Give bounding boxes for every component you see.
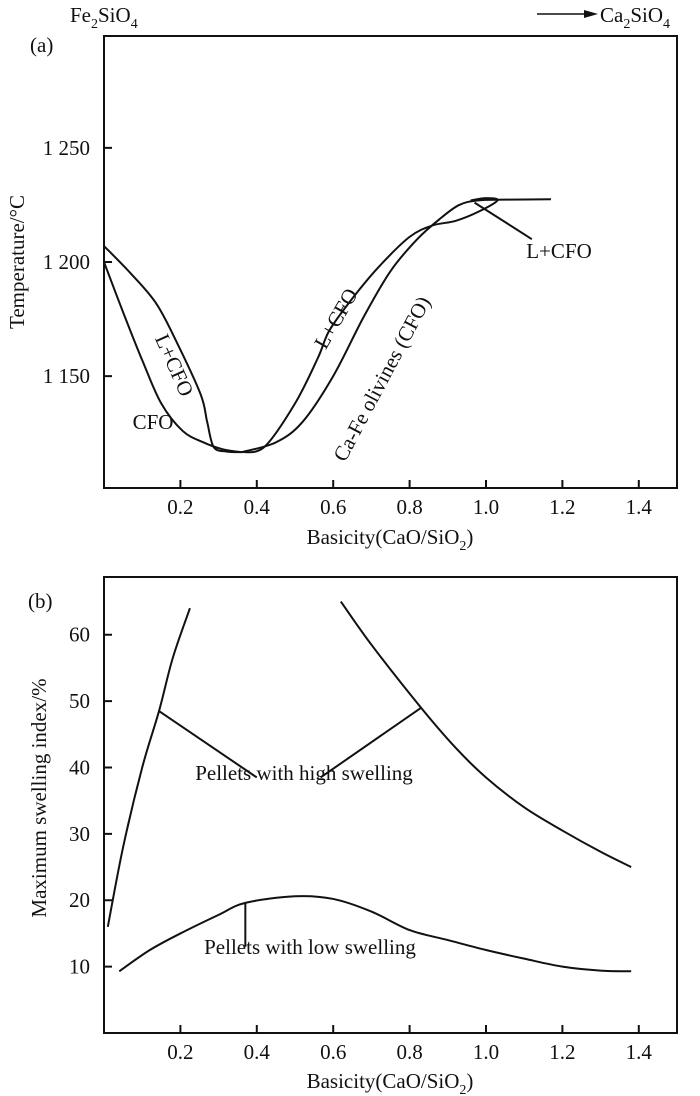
leader-line [474,201,533,241]
x-tick-label: 0.4 [244,1040,271,1064]
curve-liquidus-left [103,245,242,454]
x-tick-label: 0.8 [396,495,422,519]
y-axis-title-b: Maximum swelling index/% [27,678,51,917]
x-tick-label: 0.2 [167,1040,193,1064]
curve-high-swelling-right [340,600,632,868]
curve-solidus-right [241,198,551,454]
x-tick-label: 0.8 [396,1040,422,1064]
x-axis-title-a: Basicity(CaO/SiO2) [307,525,474,554]
curve-low-swelling [118,895,632,973]
curve-liquidus-right [241,197,499,454]
y-tick-label: 40 [69,755,90,779]
y-tick-label: 50 [69,689,90,713]
panel-a-label: (a) [30,33,53,57]
y-axis-title-a: Temperature/°C [5,195,29,329]
annotation-lcfo-right: L+CFO [526,239,592,263]
y-tick-label: 10 [69,955,90,979]
x-axis-title-b: Basicity(CaO/SiO2) [307,1069,474,1096]
x-tick-label: 0.2 [167,495,193,519]
annotation-cfo: CFO [133,410,174,434]
x-tick-label: 0.6 [320,1040,346,1064]
leader-line [158,710,258,779]
annotation-lcfo-left: L+CFO [150,330,199,400]
y-tick-label: 1 150 [43,364,90,388]
x-tick-label: 0.6 [320,495,346,519]
annotation-low-swelling: Pellets with low swelling [204,935,416,959]
panel-b: (b) 0.2 0.4 0.6 0.8 1.0 1.2 1.4 60 50 40 30 20 10 Ba… [27,576,678,1096]
panel-b-label: (b) [28,589,53,613]
annotation-lcfo-middle: L+CFO [309,284,363,353]
corner-left-label: Fe2SiO4 [70,3,138,32]
arrow-icon [537,10,598,18]
annotation-high-swelling: Pellets with high swelling [195,761,413,785]
y-tick-label: 20 [69,888,90,912]
x-tick-label: 1.2 [549,1040,575,1064]
y-tick-label: 60 [69,623,90,647]
leader-line [320,706,422,779]
y-tick-label: 1 200 [43,250,90,274]
panel-a: (a) Fe2SiO4 Ca2SiO4 0.2 0.4 0.6 0.8 1.0 1.2 1.… [5,3,678,554]
x-tick-label: 1.0 [473,495,499,519]
curve-high-swelling-left [106,607,191,927]
x-tick-label: 1.4 [626,1040,653,1064]
plot-frame-b [103,576,678,1034]
x-tick-label: 1.0 [473,1040,499,1064]
corner-right-label: Ca2SiO4 [600,3,670,32]
y-tick-label: 30 [69,822,90,846]
x-tick-label: 1.4 [626,495,653,519]
y-tick-label: 1 250 [43,136,90,160]
x-tick-label: 1.2 [549,495,575,519]
curve-solidus-left [103,261,242,454]
x-tick-label: 0.4 [244,495,271,519]
